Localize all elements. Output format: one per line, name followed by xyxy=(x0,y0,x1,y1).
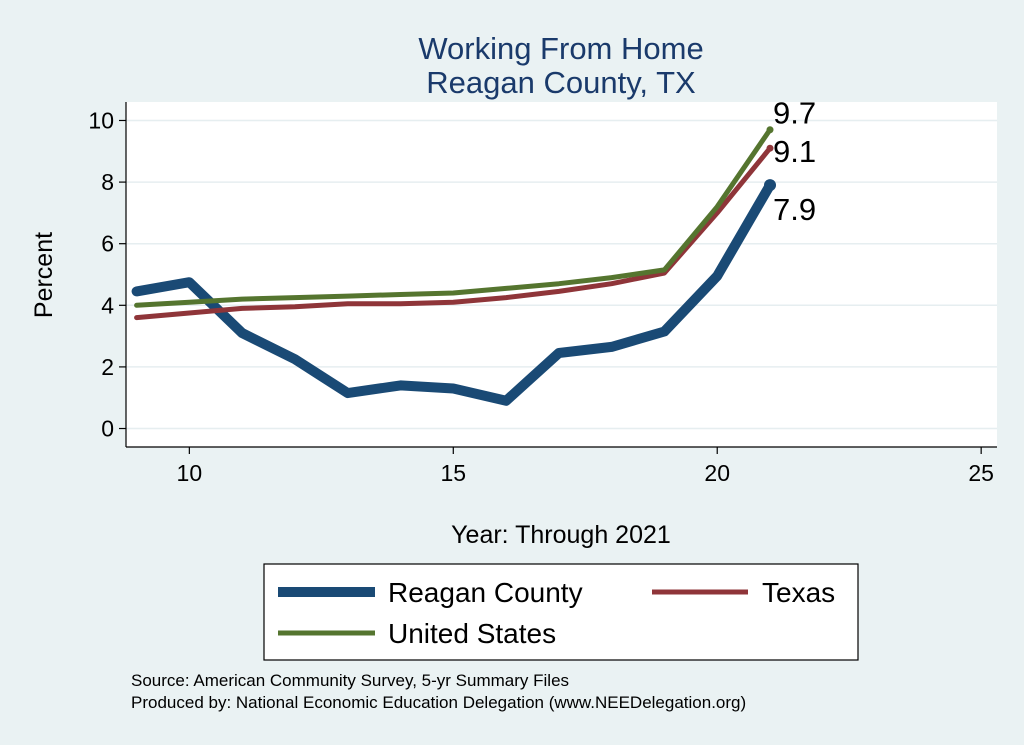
series xyxy=(131,126,777,406)
series-line-texas xyxy=(134,145,773,321)
series-end-point-texas xyxy=(766,144,774,152)
x-tick-label: 20 xyxy=(704,460,730,486)
y-tick-label: 4 xyxy=(101,292,114,318)
end-label-reagan-county: 7.9 xyxy=(773,192,816,227)
ticks: 0 2 4 6 8 10 10 15 20 25 xyxy=(88,107,994,486)
series-end-point-united-states xyxy=(766,126,774,134)
legend-label-reagan-county: Reagan County xyxy=(388,577,583,608)
y-tick-label: 0 xyxy=(101,416,114,442)
end-label-united-states: 9.7 xyxy=(773,96,816,131)
x-tick-label: 10 xyxy=(177,460,203,486)
x-tick-label: 25 xyxy=(968,460,994,486)
y-tick-label: 6 xyxy=(101,231,114,257)
series-line-united-states xyxy=(134,127,773,308)
produced-by-note: Produced by: National Economic Education… xyxy=(131,693,746,712)
axes xyxy=(125,102,997,448)
legend-label-united-states: United States xyxy=(388,618,556,649)
end-label-texas: 9.1 xyxy=(773,134,816,169)
end-labels: 7.9 9.19.7 xyxy=(773,96,816,227)
series-line-reagan-county xyxy=(131,180,775,406)
chart-title: Working From Home xyxy=(418,31,703,66)
source-note: Source: American Community Survey, 5-yr … xyxy=(131,671,569,690)
legend-label-texas: Texas xyxy=(762,577,835,608)
y-axis-title: Percent xyxy=(30,232,58,318)
y-tick-label: 2 xyxy=(101,354,114,380)
y-tick-label: 8 xyxy=(101,169,114,195)
x-tick-label: 15 xyxy=(440,460,466,486)
legend-box xyxy=(263,563,859,661)
y-tick-label: 10 xyxy=(88,107,114,133)
series-end-point-reagan-county xyxy=(764,179,777,192)
plot-area xyxy=(126,102,997,447)
chart-subtitle: Reagan County, TX xyxy=(426,65,696,100)
legend: Reagan County Texas United States xyxy=(263,563,859,661)
x-axis-title: Year: Through 2021 xyxy=(451,521,671,549)
